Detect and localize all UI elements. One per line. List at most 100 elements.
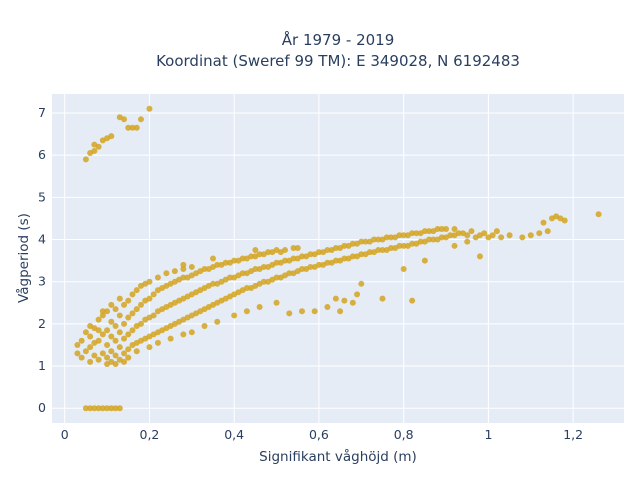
data-point	[294, 244, 301, 251]
data-point	[341, 255, 348, 262]
data-point	[146, 344, 153, 351]
data-point	[536, 230, 543, 237]
data-point	[91, 147, 98, 154]
data-point	[337, 308, 344, 315]
data-point	[498, 234, 505, 241]
y-tick-label: 6	[38, 147, 46, 162]
data-point	[99, 405, 106, 412]
data-point	[121, 350, 128, 357]
data-point	[540, 219, 547, 226]
x-tick-label: 0,2	[140, 427, 160, 442]
data-point	[231, 312, 238, 319]
data-point	[125, 346, 132, 353]
data-point	[108, 333, 115, 340]
y-tick-label: 2	[38, 316, 46, 331]
data-point	[544, 228, 551, 235]
data-point	[286, 270, 293, 277]
data-point	[125, 354, 132, 361]
data-point	[99, 331, 106, 338]
data-point	[125, 124, 132, 131]
y-tick-label: 4	[38, 232, 46, 247]
data-point	[527, 232, 534, 239]
data-point	[95, 405, 102, 412]
data-point	[298, 266, 305, 273]
data-point	[201, 266, 208, 273]
data-point	[362, 238, 369, 245]
data-point	[108, 405, 115, 412]
data-point	[87, 333, 94, 340]
chart-title: År 1979 - 2019	[282, 30, 395, 49]
data-point	[121, 116, 128, 123]
data-point	[201, 322, 208, 329]
data-point	[231, 257, 238, 264]
data-point	[82, 156, 89, 163]
data-point	[112, 337, 119, 344]
data-point	[82, 348, 89, 355]
data-point	[108, 301, 115, 308]
data-point	[95, 337, 102, 344]
data-point	[315, 261, 322, 268]
x-tick-label: 0,6	[309, 427, 329, 442]
data-point	[455, 230, 462, 237]
data-point	[243, 285, 250, 292]
data-point	[95, 327, 102, 334]
y-axis-title: Vågperiod (s)	[15, 213, 32, 303]
data-point	[595, 211, 602, 218]
data-point	[226, 274, 233, 281]
data-point	[298, 308, 305, 315]
data-point	[87, 358, 94, 365]
data-point	[349, 240, 356, 247]
x-tick-labels: 0 0,2 0,4 0,6 0,8 1 1,2	[61, 427, 583, 442]
data-point	[366, 249, 373, 256]
data-point	[282, 247, 289, 254]
data-point	[400, 242, 407, 249]
data-point	[354, 291, 361, 298]
data-point	[375, 236, 382, 243]
data-point	[82, 329, 89, 336]
data-point	[82, 405, 89, 412]
data-point	[396, 232, 403, 239]
data-point	[468, 228, 475, 235]
data-point	[108, 133, 115, 140]
data-point	[409, 230, 416, 237]
data-point	[104, 327, 111, 334]
data-point	[273, 259, 280, 266]
data-point	[154, 274, 161, 281]
data-point	[133, 348, 140, 355]
data-point	[180, 274, 187, 281]
data-point	[180, 266, 187, 273]
data-point	[180, 261, 187, 268]
data-point	[341, 297, 348, 304]
data-point	[358, 251, 365, 258]
data-point	[265, 249, 272, 256]
data-point	[421, 228, 428, 235]
data-point	[87, 344, 94, 351]
data-point	[341, 242, 348, 249]
data-point	[108, 348, 115, 355]
data-point	[506, 232, 513, 239]
data-point	[137, 320, 144, 327]
data-point	[87, 322, 94, 329]
data-point	[129, 291, 136, 298]
data-point	[324, 247, 331, 254]
data-point	[112, 360, 119, 367]
x-axis-title: Signifikant våghöjd (m)	[259, 448, 417, 465]
data-point	[74, 350, 81, 357]
data-point	[137, 116, 144, 123]
data-point	[256, 304, 263, 311]
data-point	[383, 234, 390, 241]
data-point	[125, 331, 132, 338]
data-point	[417, 238, 424, 245]
data-point	[438, 225, 445, 232]
data-point	[91, 405, 98, 412]
data-point	[116, 329, 123, 336]
data-point	[451, 242, 458, 249]
chart-subtitle: Koordinat (Sweref 99 TM): E 349028, N 61…	[156, 52, 520, 70]
y-tick-label: 0	[38, 400, 46, 415]
data-point	[307, 251, 314, 258]
data-point	[396, 242, 403, 249]
data-point	[387, 244, 394, 251]
data-point	[121, 301, 128, 308]
data-point	[129, 327, 136, 334]
data-point	[349, 299, 356, 306]
